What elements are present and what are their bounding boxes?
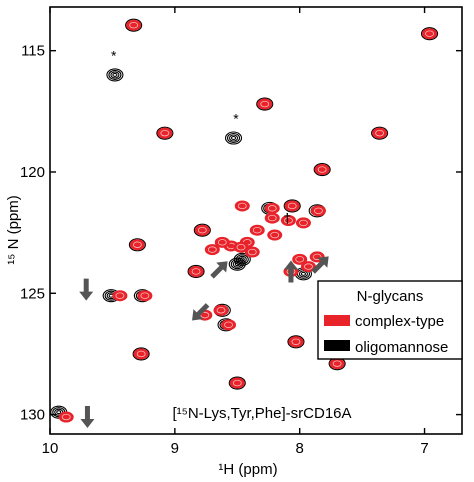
peak-complex-type: [310, 205, 326, 217]
peak-complex-type: [204, 244, 220, 256]
y-tick-label: 130: [20, 407, 45, 424]
peak-complex-type: [292, 253, 308, 265]
shift-arrow: [79, 278, 94, 301]
x-tick-label: 10: [42, 440, 59, 457]
peak-complex-type: [194, 224, 210, 236]
shift-arrow: [80, 406, 95, 429]
sample-label: [¹⁵N-Lys,Tyr,Phe]-srCD16A: [172, 405, 351, 422]
peak-complex-type: [233, 241, 249, 253]
legend-swatch-oligomannose: [324, 340, 350, 351]
peak-complex-type: [214, 236, 230, 248]
peak-complex-type: [126, 19, 142, 31]
x-tick-label: 8: [296, 440, 304, 457]
peak-complex-type: [112, 290, 128, 302]
x-tick-label: 9: [171, 440, 179, 457]
y-tick-label: 120: [20, 164, 45, 181]
legend-title: N-glycans: [357, 288, 424, 305]
peak-complex-type: [129, 239, 145, 251]
peak-annotation: †: [283, 210, 291, 226]
peak-complex-type: [257, 98, 273, 110]
ticks: 10 9 8 7 115 120 125 130: [20, 7, 462, 457]
arrows: [79, 256, 329, 429]
peak-oligomannose: [106, 68, 124, 82]
y-tick-label: 115: [21, 43, 45, 60]
peak-complex-type: [288, 336, 304, 348]
peak-complex-type: [422, 28, 438, 40]
complex-type-peaks: [58, 19, 438, 423]
peak-complex-type: [314, 164, 330, 176]
peak-complex-type: [133, 348, 149, 360]
peak-complex-type: [280, 215, 296, 226]
shift-arrow: [192, 303, 210, 321]
peak-complex-type: [244, 246, 260, 258]
shift-arrow: [311, 256, 329, 274]
legend-swatch-complex-type: [324, 315, 350, 326]
annotations: * * †: [111, 47, 291, 226]
peak-complex-type: [267, 229, 283, 241]
peak-complex-type: [137, 290, 153, 302]
legend: N-glycans complex-type oligomannose: [317, 280, 463, 360]
peak-complex-type: [295, 217, 311, 229]
peak-complex-type: [264, 202, 280, 214]
peak-oligomannose: [224, 131, 243, 145]
plot-frame: [49, 6, 463, 435]
legend-label-oligomannose: oligomannose: [355, 339, 448, 356]
peak-complex-type: [58, 411, 74, 423]
shift-arrow: [283, 260, 298, 283]
peak-complex-type: [284, 200, 300, 212]
peak-complex-type: [157, 127, 173, 139]
peak-complex-type: [229, 377, 245, 389]
legend-label-complex-type: complex-type: [355, 313, 444, 330]
peak-complex-type: [372, 127, 388, 139]
shift-arrow: [210, 261, 228, 279]
x-tick-label: 7: [420, 440, 428, 457]
peak-complex-type: [249, 224, 265, 236]
peak-complex-type: [234, 200, 250, 212]
peak-complex-type: [221, 319, 237, 331]
peak-oligomannose: [228, 257, 246, 271]
peak-annotation: *: [111, 47, 117, 63]
peak-annotation: *: [233, 110, 239, 126]
y-axis-label: ¹⁵ N (ppm): [5, 195, 22, 265]
peak-complex-type: [213, 304, 229, 316]
x-axis-label: ¹H (ppm): [218, 461, 277, 478]
y-tick-label: 125: [20, 285, 45, 302]
peak-complex-type: [188, 265, 204, 277]
peak-complex-type: [329, 358, 345, 370]
peak-complex-type: [264, 212, 280, 224]
